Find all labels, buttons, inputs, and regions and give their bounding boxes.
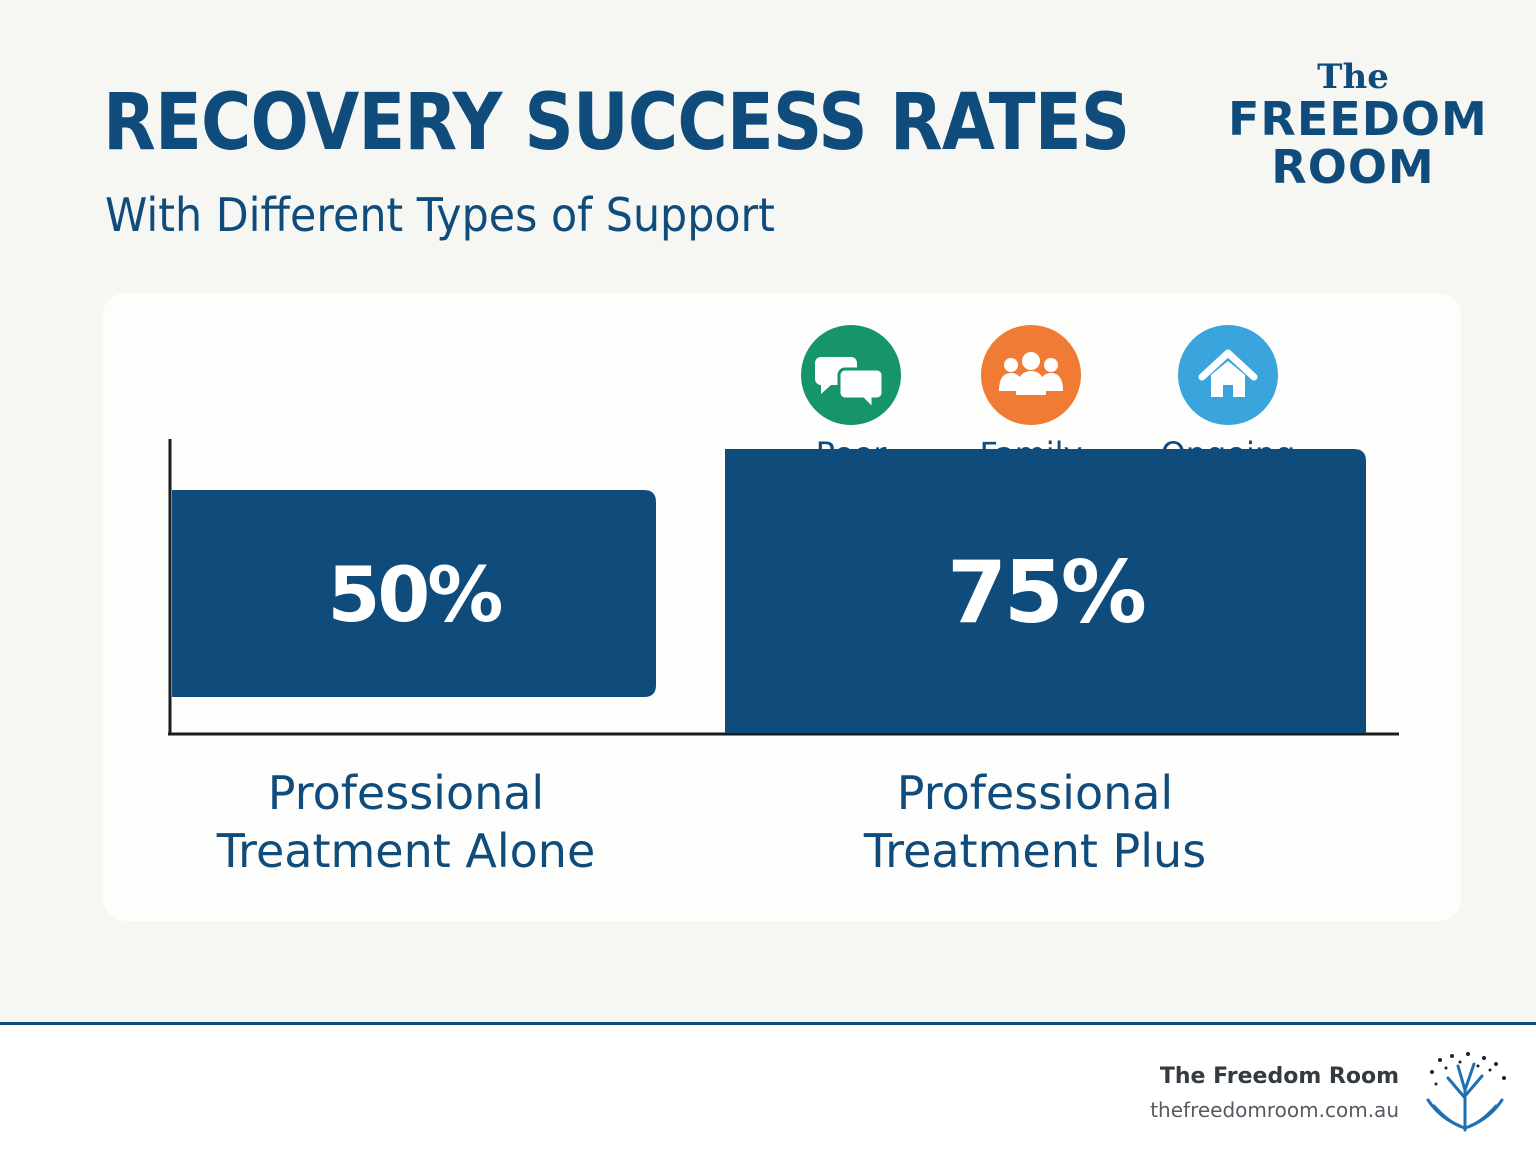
person-center-body xyxy=(1016,371,1046,395)
logo-text-the: The xyxy=(1317,57,1389,97)
bar-value-label-2: 75% xyxy=(947,543,1145,643)
person-left-head xyxy=(1004,358,1018,372)
brand-logo: The FREEDOM ROOM xyxy=(1228,57,1488,194)
support-label-2-line-1: Family xyxy=(980,435,1083,473)
support-label-3-line-1: Ongoing xyxy=(1161,435,1296,473)
footer xyxy=(0,1025,1536,1154)
speech-bubble-front-icon xyxy=(837,367,885,413)
footer-divider xyxy=(0,1022,1536,1025)
bar-value-label-1: 50% xyxy=(328,550,502,639)
logo-text-room: ROOM xyxy=(1271,140,1435,194)
person-right-head xyxy=(1044,358,1058,372)
chart-title: RECOVERY SUCCESS RATES xyxy=(103,78,1130,168)
logo-text-freedom: FREEDOM xyxy=(1228,92,1488,146)
support-label-1-line-2: Support xyxy=(788,472,915,510)
chart-subtitle: With Different Types of Support xyxy=(105,188,775,242)
chart-card: 50% Professional Treatment Alone 75% Profess… xyxy=(103,293,1461,921)
support-label-2-line-2: Involvement xyxy=(931,472,1130,510)
category-label-1-line-2: Treatment Alone xyxy=(216,824,596,878)
house-body xyxy=(1211,361,1245,397)
person-center-head xyxy=(1022,352,1040,370)
tree-hands-logo-icon xyxy=(1426,1052,1506,1132)
bar-2 xyxy=(725,449,1366,733)
category-label-1-line-1: Professional xyxy=(268,766,544,820)
support-label-3-line-2: Aftercare xyxy=(1155,472,1300,510)
category-label-2-line-2: Treatment Plus xyxy=(863,824,1206,878)
support-label-1-line-1: Peer xyxy=(816,435,888,473)
category-label-2-line-1: Professional xyxy=(897,766,1173,820)
footer-website-url: thefreedomroom.com.au xyxy=(1150,1098,1399,1122)
house-roof xyxy=(1198,349,1258,381)
footer-brand-name: The Freedom Room xyxy=(1159,1064,1399,1089)
bar-1 xyxy=(172,490,656,697)
